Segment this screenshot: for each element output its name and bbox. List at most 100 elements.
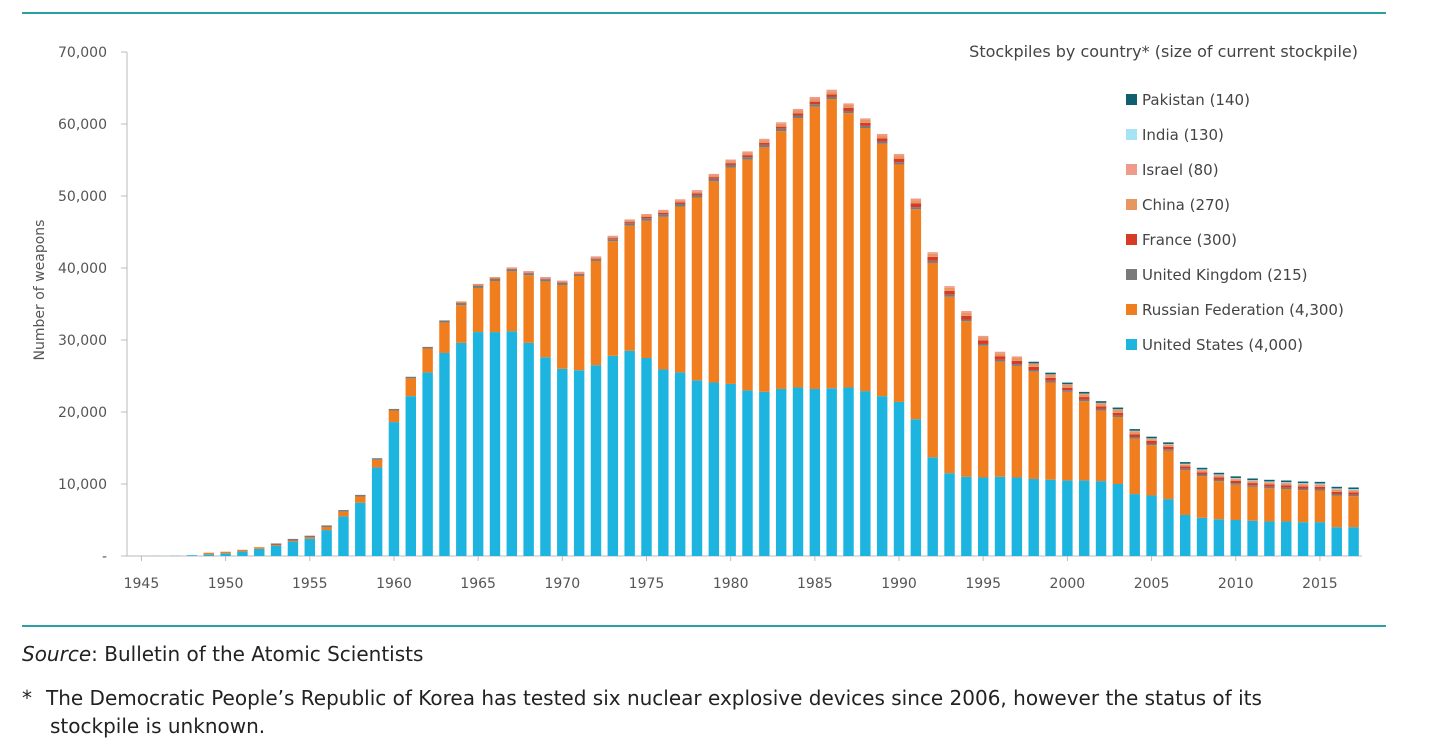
bar-segment xyxy=(977,477,989,556)
bar-segment xyxy=(725,167,736,384)
bar-segment xyxy=(809,388,821,556)
bar-segment xyxy=(237,551,248,556)
y-tick-label: 10,000 xyxy=(58,477,107,493)
bar-segment xyxy=(523,275,534,343)
bar-segment xyxy=(439,322,450,353)
bar-segment xyxy=(1196,476,1208,518)
bar-segment xyxy=(624,223,635,226)
bar-segment xyxy=(472,283,484,286)
bar-segment xyxy=(1180,462,1191,464)
bar-segment xyxy=(1196,470,1208,473)
x-tick-label: 1965 xyxy=(460,576,496,592)
bar-segment xyxy=(893,162,905,165)
legend-swatch xyxy=(1126,234,1137,245)
x-tick-label: 1985 xyxy=(797,576,833,592)
bar-segment xyxy=(287,541,299,556)
bar-segment xyxy=(944,286,955,288)
bar-segment xyxy=(1314,481,1326,484)
bar-segment xyxy=(1213,479,1225,482)
bar-segment xyxy=(1297,488,1309,491)
bar-segment xyxy=(674,202,686,204)
legend-swatch xyxy=(1126,129,1137,140)
bar-segment xyxy=(371,459,383,468)
y-tick-label: 50,000 xyxy=(58,189,107,205)
x-tick-label: 2000 xyxy=(1050,576,1086,592)
bar-segment xyxy=(860,118,871,120)
bar-segment xyxy=(1331,487,1342,490)
bar-segment xyxy=(927,260,938,263)
bar-segment xyxy=(658,216,669,370)
bar-segment xyxy=(826,91,837,95)
bar-segment xyxy=(540,357,551,556)
bar-segment xyxy=(1297,481,1309,484)
bar-segment xyxy=(523,342,534,556)
bar-segment xyxy=(977,343,989,346)
bar-segment xyxy=(674,200,686,203)
bar-segment xyxy=(742,390,753,556)
x-tick-label: 1950 xyxy=(208,576,244,592)
bar-segment xyxy=(876,396,888,556)
legend-swatch xyxy=(1126,269,1137,280)
bar-segment xyxy=(1196,474,1208,477)
bar-segment xyxy=(1230,483,1241,485)
bar-segment xyxy=(1062,387,1073,391)
bar-segment xyxy=(843,104,854,108)
bar-segment xyxy=(1196,472,1208,475)
bar-segment xyxy=(994,359,1006,362)
bar-segment xyxy=(506,331,518,556)
bar-segment xyxy=(1247,481,1258,484)
bar-segment xyxy=(1180,468,1191,471)
bar-segment xyxy=(321,525,332,528)
bar-segment xyxy=(1078,391,1090,394)
bar-segment xyxy=(775,122,787,124)
bar-segment xyxy=(287,540,299,542)
bar-segment xyxy=(674,206,686,373)
bar-segment xyxy=(674,199,686,201)
bar-segment xyxy=(1095,403,1107,407)
bar-segment xyxy=(1297,482,1309,484)
x-tick-label: 1970 xyxy=(544,576,580,592)
bar-segment xyxy=(523,273,534,276)
legend-label: Israel (80) xyxy=(1142,161,1219,179)
bar-segment xyxy=(1264,484,1275,487)
footnote-line-1: The Democratic People’s Republic of Kore… xyxy=(46,686,1262,710)
bar-segment xyxy=(708,178,720,182)
bar-segment xyxy=(641,358,652,556)
bar-segment xyxy=(1281,521,1292,556)
bar-segment xyxy=(489,281,501,333)
bar-segment xyxy=(540,281,551,358)
bar-segment xyxy=(1163,446,1174,450)
bar-segment xyxy=(759,391,770,556)
bar-segment xyxy=(1230,476,1241,478)
bar-segment xyxy=(1078,401,1090,481)
bar-segment xyxy=(523,271,534,273)
bar-segment xyxy=(826,89,837,92)
bar-segment xyxy=(775,123,787,127)
bar-segment xyxy=(1196,467,1208,470)
bar-segment xyxy=(1146,495,1157,556)
bar-segment xyxy=(1045,374,1056,378)
bar-segment xyxy=(1095,410,1107,482)
bar-segment xyxy=(1281,489,1292,522)
bar-segment xyxy=(1281,483,1292,486)
bar-segment xyxy=(658,214,669,217)
bar-segment xyxy=(1045,377,1056,381)
x-tick-label: 1960 xyxy=(376,576,412,592)
bar-segment xyxy=(944,473,955,556)
bar-segment xyxy=(1331,489,1342,492)
bar-segment xyxy=(1062,480,1073,556)
bar-segment xyxy=(1230,480,1241,484)
bar-segment xyxy=(1247,478,1258,481)
bar-segment xyxy=(910,209,922,420)
bar-segment xyxy=(1146,439,1157,441)
bar-segment xyxy=(725,164,736,168)
bar-segment xyxy=(860,125,871,129)
bar-segment xyxy=(1196,517,1208,556)
bar-segment xyxy=(725,161,736,164)
bar-segment xyxy=(893,153,905,156)
bar-segment xyxy=(927,252,938,254)
bar-segment xyxy=(994,476,1006,556)
bar-segment xyxy=(1062,384,1073,388)
bar-segment xyxy=(775,388,787,556)
legend-label: Pakistan (140) xyxy=(1142,91,1250,109)
